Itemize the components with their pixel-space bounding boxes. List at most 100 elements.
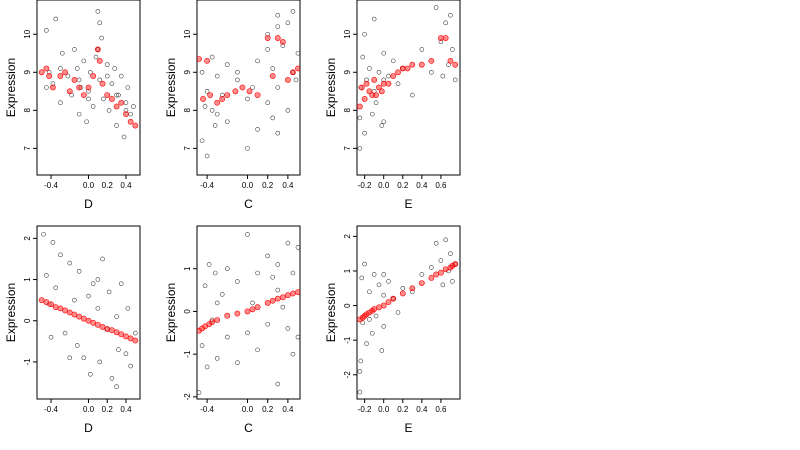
data-point <box>235 77 240 83</box>
data-point <box>199 138 205 144</box>
data-point <box>90 281 96 286</box>
x-tick-label: 0.2 <box>397 405 409 414</box>
data-point <box>106 289 112 295</box>
x-tick-label: -0.4 <box>200 405 214 414</box>
fit-point <box>57 305 64 312</box>
x-tick-label: 0.6 <box>435 405 447 414</box>
data-point <box>275 262 281 267</box>
fit-point <box>209 319 216 326</box>
fit-point <box>385 80 392 87</box>
plot-area <box>38 231 139 389</box>
plot-frame <box>356 225 461 400</box>
data-point <box>214 356 220 361</box>
data-point <box>224 62 230 67</box>
data-point <box>86 89 91 94</box>
data-point <box>438 258 444 263</box>
data-point <box>104 73 110 79</box>
y-tick-label: -1 <box>183 350 192 358</box>
data-point <box>125 85 131 90</box>
x-tick-label: 0.0 <box>378 181 390 190</box>
data-point <box>131 104 136 109</box>
data-point <box>123 108 129 113</box>
fit-point <box>38 69 45 76</box>
fit-point <box>380 302 387 309</box>
fit-point <box>66 88 73 95</box>
panel-top-left: -0.4 0.0 0.2 0.4 7 8 9 10 D Expression <box>4 0 141 211</box>
fit-point <box>80 315 87 322</box>
fit-point <box>378 88 385 95</box>
fit-point <box>264 35 271 41</box>
y-axis-title: Expression <box>4 58 18 117</box>
plot-area <box>357 237 459 395</box>
fit-point <box>94 46 101 53</box>
fit-point <box>90 73 97 79</box>
y-axis-title: Expression <box>164 283 178 342</box>
data-point <box>275 85 281 90</box>
data-point <box>204 364 210 370</box>
data-point <box>245 330 250 336</box>
x-tick-label: -0.2 <box>358 181 372 190</box>
data-point <box>81 58 87 64</box>
fit-point <box>363 80 370 87</box>
data-point <box>104 62 110 67</box>
data-point <box>295 334 300 340</box>
data-point <box>410 289 415 295</box>
y-tick-label: 7 <box>183 146 192 151</box>
y-tick-label: -1 <box>23 358 32 366</box>
data-point <box>358 358 364 364</box>
fit-point <box>246 88 253 95</box>
y-axis-title: Expression <box>324 283 338 342</box>
data-point <box>128 111 133 117</box>
data-point <box>95 306 101 311</box>
fit-point <box>269 297 276 304</box>
fit-point <box>38 297 45 304</box>
fit-point <box>385 299 392 306</box>
fit-point <box>409 285 416 292</box>
data-point <box>128 363 133 369</box>
data-point <box>280 304 286 310</box>
data-point <box>116 92 121 98</box>
data-point <box>235 69 240 75</box>
fit-point <box>90 319 97 326</box>
data-point <box>381 77 387 83</box>
x-tick-label: 0.2 <box>262 405 274 414</box>
x-tick-label: 0.2 <box>397 181 409 190</box>
fit-point <box>380 80 387 87</box>
data-point <box>106 108 112 113</box>
fit-point <box>224 92 231 99</box>
fit-point <box>376 84 382 91</box>
data-point <box>270 66 276 71</box>
data-point <box>44 28 49 33</box>
fit-point <box>438 269 444 276</box>
data-point <box>265 253 270 259</box>
data-point <box>100 256 105 262</box>
data-point <box>114 92 119 98</box>
data-point <box>419 47 425 52</box>
data-point <box>114 314 119 319</box>
data-point <box>95 9 101 14</box>
data-point <box>359 275 365 281</box>
fit-point <box>127 335 134 342</box>
panel-top-right: -0.2 0.0 0.2 0.4 0.6 7 8 9 10 E Expression <box>324 0 461 211</box>
data-point <box>44 273 49 278</box>
fit-point <box>199 325 205 332</box>
data-point <box>379 348 385 353</box>
data-point <box>381 292 387 298</box>
fit-point <box>361 96 368 102</box>
data-point <box>440 282 446 288</box>
fit-point <box>48 301 54 308</box>
plot-area <box>197 232 300 395</box>
y-tick-label: 9 <box>23 70 32 75</box>
fit-point <box>274 295 281 302</box>
data-point <box>265 31 270 37</box>
data-point <box>212 123 218 128</box>
data-point <box>450 279 455 284</box>
data-point <box>357 389 363 395</box>
data-point <box>199 69 205 75</box>
fit-point <box>85 84 92 91</box>
data-point <box>99 35 104 41</box>
x-tick-label: 0.4 <box>416 181 428 190</box>
fit-point <box>279 294 286 301</box>
x-tick-label: 0.0 <box>378 405 390 414</box>
fit-point <box>295 289 300 296</box>
